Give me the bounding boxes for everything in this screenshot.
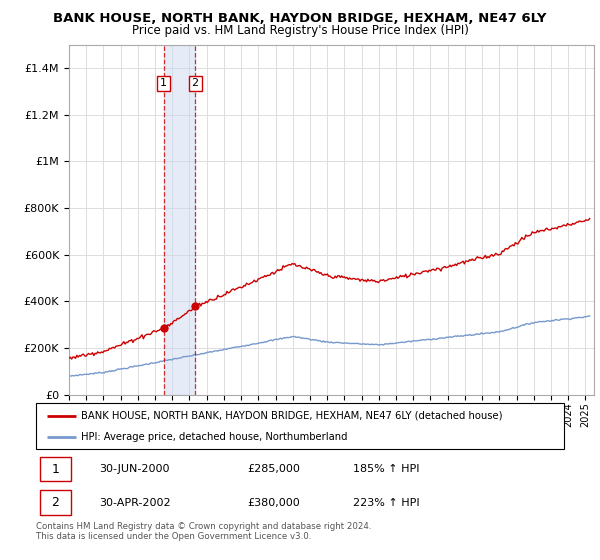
Text: 2: 2 (52, 496, 59, 509)
Text: 2: 2 (191, 78, 199, 88)
Text: £380,000: £380,000 (247, 497, 300, 507)
Text: HPI: Average price, detached house, Northumberland: HPI: Average price, detached house, Nort… (81, 432, 347, 442)
Text: BANK HOUSE, NORTH BANK, HAYDON BRIDGE, HEXHAM, NE47 6LY (detached house): BANK HOUSE, NORTH BANK, HAYDON BRIDGE, H… (81, 410, 502, 421)
Text: Price paid vs. HM Land Registry's House Price Index (HPI): Price paid vs. HM Land Registry's House … (131, 24, 469, 36)
Text: 185% ↑ HPI: 185% ↑ HPI (353, 464, 419, 474)
Text: 1: 1 (160, 78, 167, 88)
Text: 1: 1 (52, 463, 59, 475)
Bar (164, 45, 195, 395)
FancyBboxPatch shape (36, 403, 564, 449)
Text: 30-JUN-2000: 30-JUN-2000 (100, 464, 170, 474)
FancyBboxPatch shape (40, 457, 71, 481)
Text: 223% ↑ HPI: 223% ↑ HPI (353, 497, 419, 507)
Text: £285,000: £285,000 (247, 464, 300, 474)
Text: 30-APR-2002: 30-APR-2002 (100, 497, 171, 507)
FancyBboxPatch shape (40, 491, 71, 515)
Text: BANK HOUSE, NORTH BANK, HAYDON BRIDGE, HEXHAM, NE47 6LY: BANK HOUSE, NORTH BANK, HAYDON BRIDGE, H… (53, 12, 547, 25)
Text: Contains HM Land Registry data © Crown copyright and database right 2024.
This d: Contains HM Land Registry data © Crown c… (36, 522, 371, 542)
